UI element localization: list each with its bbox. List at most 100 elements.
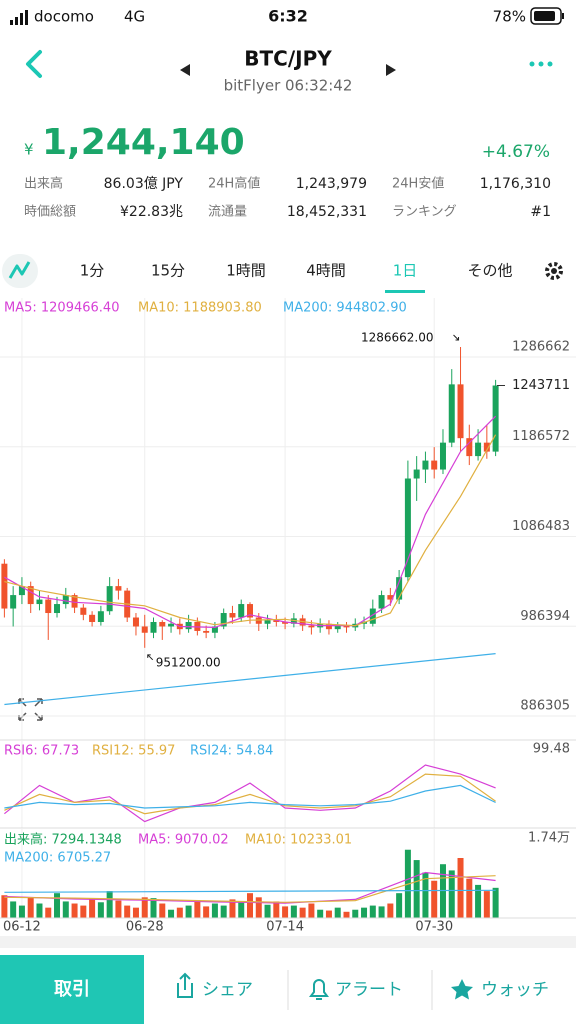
volume-bar bbox=[317, 909, 324, 918]
volume-bar bbox=[255, 897, 262, 918]
candle-body bbox=[106, 586, 113, 612]
candle-body bbox=[466, 438, 473, 457]
watch-icon[interactable] bbox=[451, 979, 473, 1000]
current-price-label: 1243711 bbox=[512, 378, 570, 393]
volume-bar bbox=[124, 905, 131, 918]
candle-body bbox=[378, 595, 385, 609]
candle-body bbox=[115, 586, 122, 591]
high-label: 1286662.00 bbox=[361, 330, 434, 344]
line-mode-button[interactable] bbox=[2, 254, 38, 288]
candle-body bbox=[229, 613, 236, 618]
volume-bar bbox=[141, 897, 148, 918]
candle-body bbox=[89, 614, 96, 622]
volume-bar bbox=[466, 878, 473, 918]
candle-body bbox=[413, 469, 420, 479]
low-label: 951200.00 bbox=[156, 655, 221, 669]
stat-value: 18,452,331 bbox=[287, 204, 367, 220]
x-tick-label: 06-12 bbox=[3, 920, 41, 935]
volume-bar bbox=[264, 904, 271, 918]
volume-bar bbox=[352, 909, 359, 918]
share-label[interactable]: シェア bbox=[202, 980, 253, 1000]
more-button[interactable] bbox=[529, 61, 553, 67]
timeframe-tab[interactable]: 1時間 bbox=[226, 262, 266, 280]
stat-label: ランキング bbox=[392, 205, 457, 220]
trade-label[interactable]: 取引 bbox=[54, 979, 90, 1000]
volume-bar bbox=[80, 905, 87, 918]
indicator-line bbox=[4, 875, 496, 903]
candle-body bbox=[71, 595, 78, 608]
prev-pair[interactable] bbox=[180, 64, 190, 76]
candle-body bbox=[18, 586, 25, 596]
back-button[interactable] bbox=[26, 50, 42, 78]
volume-bar bbox=[431, 880, 438, 918]
candle-body bbox=[343, 625, 350, 628]
volume-bar bbox=[413, 860, 420, 918]
volume-bar bbox=[27, 897, 34, 918]
legend-entry: MA10: 1188903.80 bbox=[138, 301, 262, 316]
volume-bar bbox=[176, 907, 183, 918]
volume-bar bbox=[448, 870, 455, 918]
next-pair[interactable] bbox=[386, 64, 396, 76]
candle-body bbox=[483, 442, 490, 452]
volume-bar bbox=[10, 901, 17, 918]
y-tick-label: 1086483 bbox=[512, 519, 570, 534]
volume-bar bbox=[1, 895, 8, 918]
volume-bar bbox=[299, 907, 306, 918]
candle-body bbox=[168, 623, 175, 627]
candle-body bbox=[1, 563, 8, 609]
volume-bar bbox=[396, 893, 403, 918]
candle-body bbox=[220, 613, 227, 627]
timeframe-tab[interactable]: 4時間 bbox=[306, 262, 346, 280]
candle-body bbox=[185, 621, 192, 630]
candle-body bbox=[457, 384, 464, 439]
volume-bar bbox=[211, 903, 218, 918]
stat-value: #1 bbox=[530, 204, 551, 220]
legend-entry: MA5: 9070.02 bbox=[138, 833, 229, 848]
timeframe-tab[interactable]: 15分 bbox=[151, 262, 185, 280]
legend-entry: RSI6: 67.73 bbox=[4, 744, 79, 759]
legend-entry: MA200: 6705.27 bbox=[4, 851, 111, 866]
carrier: docomo bbox=[34, 8, 94, 26]
volume-bar bbox=[290, 905, 297, 918]
volume-bar bbox=[492, 887, 499, 918]
indicator-line bbox=[4, 434, 497, 627]
candle-body bbox=[80, 607, 87, 615]
legend-entry: RSI24: 54.84 bbox=[190, 744, 273, 759]
settings-button[interactable] bbox=[545, 262, 563, 280]
alert-icon[interactable] bbox=[309, 979, 329, 1000]
chart-strip bbox=[0, 936, 576, 948]
volume-bar bbox=[168, 909, 175, 918]
currency-symbol: ¥ bbox=[24, 141, 34, 159]
trade-button[interactable] bbox=[0, 955, 144, 1024]
volume-bar bbox=[194, 901, 201, 918]
share-icon[interactable] bbox=[177, 972, 193, 998]
candle-body bbox=[308, 625, 315, 628]
watch-label[interactable]: ウォッチ bbox=[481, 980, 549, 1000]
chart-bg bbox=[0, 296, 576, 936]
candle-body bbox=[203, 630, 210, 633]
volume-bar bbox=[282, 906, 289, 918]
battery-icon bbox=[530, 7, 564, 25]
candle-body bbox=[431, 460, 438, 470]
timeframe-tab[interactable]: その他 bbox=[467, 262, 512, 280]
volume-bar bbox=[115, 900, 122, 918]
candle-body bbox=[290, 618, 297, 624]
volume-bar bbox=[361, 907, 368, 918]
volume-bar bbox=[220, 905, 227, 918]
candle-body bbox=[422, 460, 429, 470]
timeframe-tab[interactable]: 1分 bbox=[80, 262, 105, 280]
indicator-line bbox=[4, 784, 496, 809]
volume-bar bbox=[238, 902, 245, 918]
volume-bar bbox=[159, 903, 166, 918]
y-tick-label: 1.74万 bbox=[528, 831, 570, 846]
y-tick-label: 1286662 bbox=[512, 339, 570, 354]
volume-bar bbox=[150, 898, 157, 918]
indicator-line bbox=[4, 415, 497, 629]
timeframe-tab[interactable]: 1日 bbox=[393, 262, 418, 280]
y-tick-label: 986394 bbox=[520, 609, 570, 624]
stat-label: 24H安値 bbox=[392, 176, 444, 192]
candle-body bbox=[404, 478, 411, 578]
alert-label[interactable]: アラート bbox=[335, 980, 403, 1000]
volume-bar bbox=[273, 901, 280, 918]
candle-body bbox=[238, 604, 245, 618]
